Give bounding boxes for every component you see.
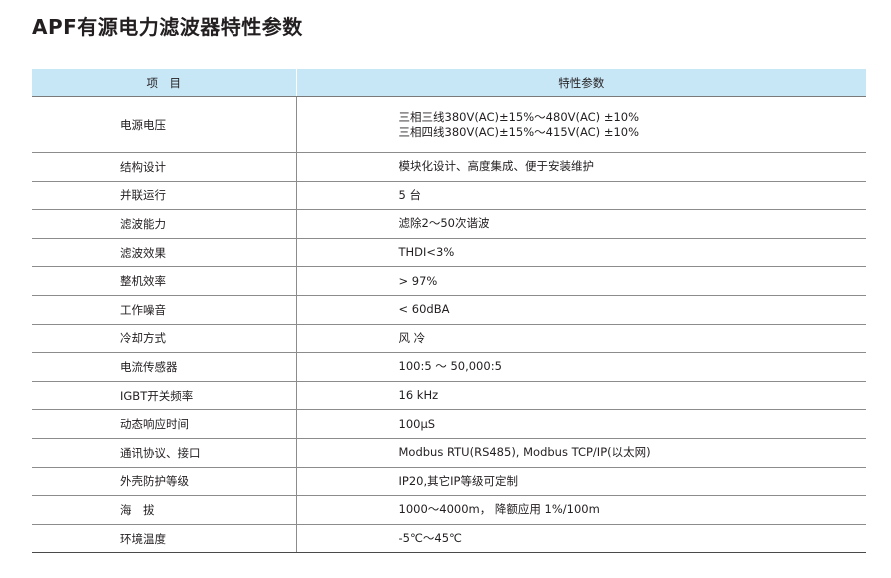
table-row: 整机效率 > 97% [32, 266, 866, 296]
row-value: 100:5 ～ 50,000:5 [296, 352, 866, 382]
row-label: 并联运行 [32, 181, 297, 211]
row-label: 滤波能力 [32, 209, 297, 239]
page-title: APF有源电力滤波器特性参数 [32, 15, 303, 39]
row-value: -5℃～45℃ [296, 524, 866, 554]
value-line: 风 冷 [398, 330, 426, 345]
table-row: 滤波能力 滤除2～50次谐波 [32, 209, 866, 239]
spec-table: 项 目 特性参数 电源电压 三相三线380V(AC)±15%～480V(AC) ±… [32, 69, 866, 554]
row-value: Modbus RTU(RS485), Modbus TCP/IP(以太网) [296, 438, 866, 468]
table-row: 滤波效果 THDI<3% [32, 238, 866, 268]
row-value: 风 冷 [296, 324, 866, 354]
table-row: 外壳防护等级 IP20,其它IP等级可定制 [32, 467, 866, 497]
table-row: 并联运行 5 台 [32, 181, 866, 211]
value-line: 三相三线380V(AC)±15%～480V(AC) ±10% [398, 109, 640, 124]
table-row: 动态响应时间 100μS [32, 409, 866, 439]
row-label: 工作噪音 [32, 295, 297, 325]
row-value: 模块化设计、高度集成、便于安装维护 [296, 152, 866, 182]
row-label: 环境温度 [32, 524, 297, 554]
row-label: 电流传感器 [32, 352, 297, 382]
header-item: 项 目 [32, 69, 297, 97]
row-label: 动态响应时间 [32, 409, 297, 439]
value-line: 5 台 [398, 187, 421, 202]
value-line: 16 kHz [398, 388, 439, 403]
value-line: -5℃～45℃ [398, 531, 462, 546]
value-line: 三相四线380V(AC)±15%～415V(AC) ±10% [398, 124, 640, 139]
table-row: 结构设计 模块化设计、高度集成、便于安装维护 [32, 152, 866, 182]
row-label: 结构设计 [32, 152, 297, 182]
value-line: 100μS [398, 416, 436, 431]
table-row: 通讯协议、接口 Modbus RTU(RS485), Modbus TCP/IP(… [32, 438, 866, 468]
table-row: 冷却方式 风 冷 [32, 324, 866, 354]
table-row: 海 拔 1000～4000m， 降额应用 1%/100m [32, 495, 866, 525]
row-label: 海 拔 [32, 495, 297, 525]
value-line: 100:5 ～ 50,000:5 [398, 359, 502, 374]
row-value: IP20,其它IP等级可定制 [296, 467, 866, 497]
value-line: 滤除2～50次谐波 [398, 216, 490, 231]
row-value: > 97% [296, 266, 866, 296]
header-parameter: 特性参数 [296, 69, 866, 97]
value-line: 1000～4000m， 降额应用 1%/100m [398, 502, 600, 517]
value-line: 模块化设计、高度集成、便于安装维护 [398, 159, 595, 174]
row-value: 滤除2～50次谐波 [296, 209, 866, 239]
row-label: IGBT开关频率 [32, 381, 297, 411]
row-value: 100μS [296, 409, 866, 439]
row-value: 三相三线380V(AC)±15%～480V(AC) ±10% 三相四线380V(A… [296, 96, 866, 153]
spec-body: 电源电压 三相三线380V(AC)±15%～480V(AC) ±10% 三相四线38… [32, 96, 866, 554]
value-line: > 97% [398, 273, 438, 288]
table-row: 工作噪音 < 60dBA [32, 295, 866, 325]
row-label: 冷却方式 [32, 324, 297, 354]
row-value: 16 kHz [296, 381, 866, 411]
table-row: 环境温度 -5℃～45℃ [32, 524, 866, 554]
row-label: 通讯协议、接口 [32, 438, 297, 468]
row-label: 外壳防护等级 [32, 467, 297, 497]
table-row: 电流传感器 100:5 ～ 50,000:5 [32, 352, 866, 382]
row-label: 电源电压 [32, 96, 297, 153]
row-value: < 60dBA [296, 295, 866, 325]
value-line: IP20,其它IP等级可定制 [398, 473, 518, 488]
row-label: 滤波效果 [32, 238, 297, 268]
row-value: THDI<3% [296, 238, 866, 268]
row-value: 5 台 [296, 181, 866, 211]
table-row: 电源电压 三相三线380V(AC)±15%～480V(AC) ±10% 三相四线38… [32, 96, 866, 153]
table-header-row: 项 目 特性参数 [32, 69, 866, 97]
row-value: 1000～4000m， 降额应用 1%/100m [296, 495, 866, 525]
row-label: 整机效率 [32, 266, 297, 296]
value-line: THDI<3% [398, 245, 455, 260]
value-line: < 60dBA [398, 302, 450, 317]
table-row: IGBT开关频率 16 kHz [32, 381, 866, 411]
value-line: Modbus RTU(RS485), Modbus TCP/IP(以太网) [398, 445, 651, 460]
